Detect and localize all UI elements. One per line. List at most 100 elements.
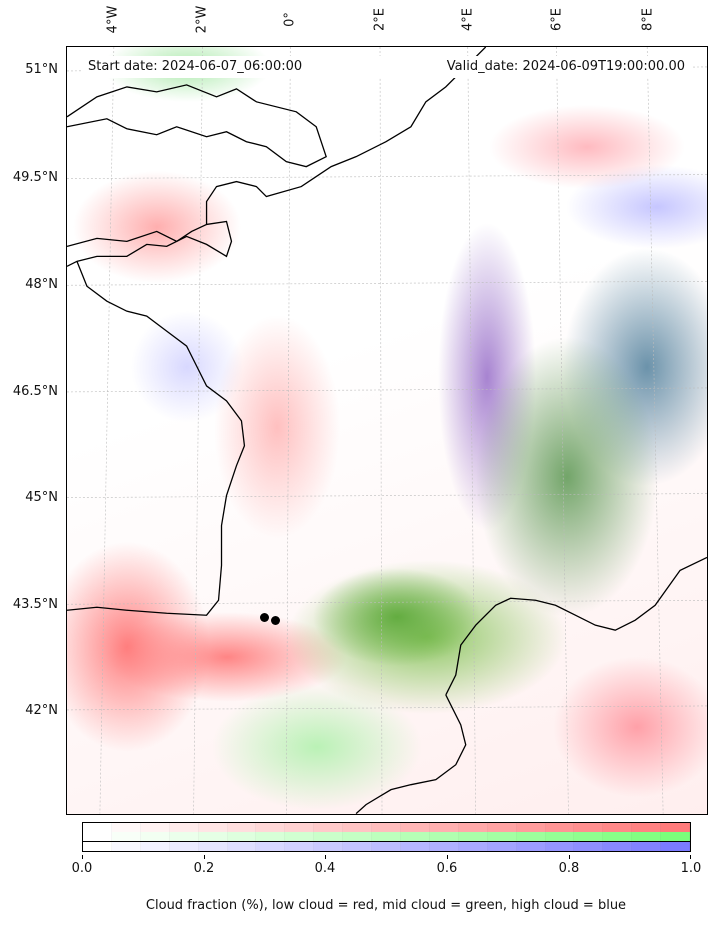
colorbar-step: [545, 841, 575, 851]
lon-label: 2°E: [372, 8, 388, 31]
colorbar-step: [545, 822, 575, 832]
lon-label: 8°E: [640, 8, 656, 31]
colorbar-step: [429, 841, 459, 851]
france-coast: [67, 47, 487, 248]
colorbar-step: [227, 841, 257, 851]
cloud-map: Start date: 2024-06-07_06:00:00 Valid_da…: [66, 46, 708, 815]
colorbar-step: [227, 822, 257, 832]
location-marker: [271, 616, 280, 625]
colorbar-step: [574, 832, 604, 841]
colorbar-step: [516, 822, 546, 832]
lat-label: 51°N: [25, 62, 58, 77]
colorbar-step: [429, 822, 459, 832]
colorbar-step: [198, 822, 228, 832]
colorbar-step: [169, 822, 199, 832]
colorbar-step: [256, 832, 286, 841]
colorbar-tick-mark: [204, 855, 205, 859]
location-marker: [260, 613, 269, 622]
colorbar-step: [487, 841, 517, 851]
colorbar-label: Cloud fraction (%), low cloud = red, mid…: [145, 898, 627, 913]
date-banner: Start date: 2024-06-07_06:00:00 Valid_da…: [82, 56, 691, 78]
colorbar-step: [372, 822, 401, 832]
colorbar-step: [169, 832, 199, 841]
colorbar-step: [140, 832, 170, 841]
cloud-field: [67, 47, 707, 814]
colorbar-step: [661, 822, 691, 832]
colorbar-step: [632, 822, 662, 832]
colorbar-step: [198, 832, 228, 841]
lat-label: 49.5°N: [12, 170, 58, 185]
colorbar-step: [661, 841, 691, 851]
spain-east-coast: [355, 694, 467, 814]
colorbar-tick: 0.4: [314, 861, 336, 876]
lat-label: 46.5°N: [12, 384, 58, 399]
colorbar-step: [429, 832, 459, 841]
lon-label: 4°E: [460, 8, 476, 31]
colorbar-step: [458, 822, 488, 832]
med-coast: [445, 556, 707, 696]
lat-label: 48°N: [25, 277, 58, 292]
colorbar-step: [285, 832, 315, 841]
colorbar-step: [83, 822, 112, 832]
lat-label: 42°N: [25, 703, 58, 718]
colorbar-step: [343, 832, 373, 841]
colorbar-step: [169, 841, 199, 851]
colorbar-tick-mark: [690, 855, 691, 859]
colorbar-step: [198, 841, 228, 851]
colorbar-tick: 0.0: [71, 861, 93, 876]
colorbar-step: [545, 832, 575, 841]
mid-cloud-colorbar-row: [82, 831, 691, 842]
colorbar-tick-mark: [325, 855, 326, 859]
colorbar-step: [140, 841, 170, 851]
colorbar-step: [256, 822, 286, 832]
colorbar-step: [487, 822, 517, 832]
colorbar-tick: 0.6: [436, 861, 458, 876]
high-cloud-colorbar-row: [82, 840, 691, 852]
colorbar-step: [400, 841, 430, 851]
colorbar-step: [458, 832, 488, 841]
lon-label: 0°: [282, 12, 298, 27]
colorbar-step: [632, 841, 662, 851]
colorbar-step: [111, 822, 141, 832]
lon-label: 6°E: [549, 8, 565, 31]
coastlines: [67, 47, 707, 814]
colorbar-step: [372, 841, 401, 851]
colorbar-tick-mark: [82, 855, 83, 859]
colorbar-step: [343, 822, 373, 832]
colorbar-step: [111, 832, 141, 841]
valid-date: Valid_date: 2024-06-09T19:00:00.00: [446, 59, 685, 74]
low-cloud-colorbar-row: [82, 821, 691, 833]
colorbar-step: [632, 832, 662, 841]
gridlines: [67, 47, 707, 814]
colorbar-step: [111, 841, 141, 851]
lat-label: 45°N: [25, 490, 58, 505]
colorbar-step: [516, 841, 546, 851]
colorbar-step: [83, 832, 112, 841]
colorbar-step: [574, 841, 604, 851]
colorbar-tick: 0.8: [558, 861, 580, 876]
colorbar-step: [487, 832, 517, 841]
colorbar-step: [314, 841, 344, 851]
colorbar-step: [516, 832, 546, 841]
colorbar-step: [400, 832, 430, 841]
colorbar-step: [140, 822, 170, 832]
uk-coast: [67, 84, 327, 168]
colorbar-step: [603, 841, 633, 851]
lon-label: 2°W: [194, 5, 210, 34]
lon-label: 4°W: [105, 5, 121, 34]
colorbar-tick-mark: [569, 855, 570, 859]
colorbar-step: [400, 822, 430, 832]
colorbar-step: [603, 822, 633, 832]
colorbar-step: [83, 841, 112, 851]
brittany-coast: [67, 220, 246, 616]
colorbar-tick: 0.2: [193, 861, 215, 876]
colorbar-step: [285, 841, 315, 851]
colorbar: [82, 821, 691, 852]
colorbar-step: [661, 832, 691, 841]
colorbar-step: [227, 832, 257, 841]
colorbar-step: [603, 832, 633, 841]
colorbar-tick: 1.0: [680, 861, 702, 876]
start-date: Start date: 2024-06-07_06:00:00: [88, 59, 303, 74]
colorbar-step: [343, 841, 373, 851]
colorbar-step: [285, 822, 315, 832]
